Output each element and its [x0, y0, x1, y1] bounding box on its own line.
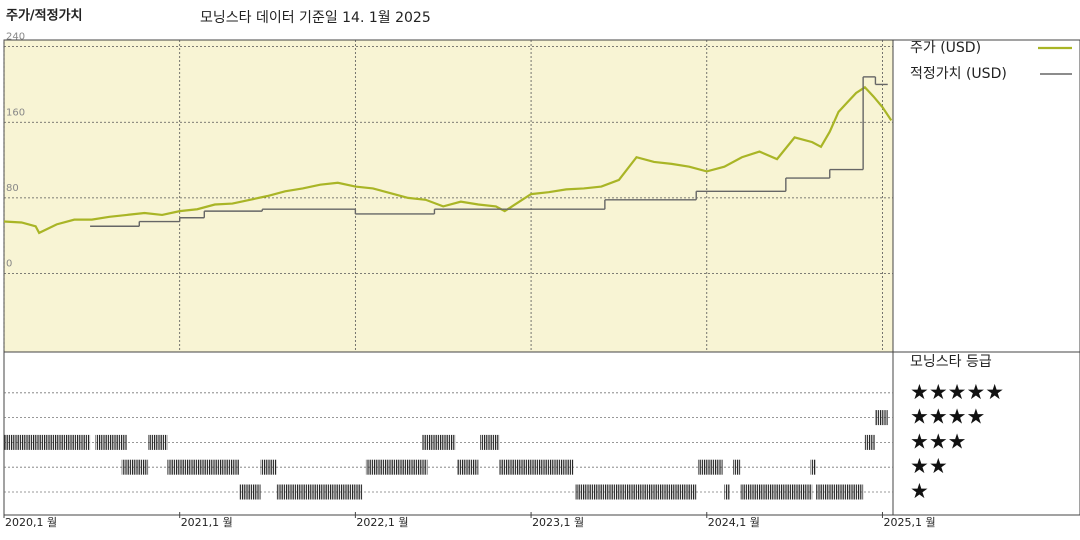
rating-label: ★: [910, 479, 929, 503]
rating-period: [810, 459, 816, 475]
y-tick-label: 0: [6, 259, 12, 270]
rating-label: ★★★★: [910, 405, 985, 429]
rating-period: [740, 484, 813, 500]
rating-period: [724, 484, 730, 500]
rating-period: [95, 434, 127, 450]
legend-label: 주가 (USD): [910, 40, 981, 56]
legend-label: 적정가치 (USD): [910, 66, 1007, 82]
rating-period: [499, 459, 574, 475]
rating-period: [697, 459, 723, 475]
rating-label: ★★★★★: [910, 380, 1004, 404]
rating-period: [239, 484, 261, 500]
rating-period: [864, 434, 876, 450]
rating-period: [875, 410, 888, 426]
rating-label: ★★: [910, 454, 948, 478]
x-tick-label: 2022,1 월: [356, 516, 408, 529]
y-tick-label: 240: [6, 32, 25, 43]
x-tick-label: 2021,1 월: [181, 516, 233, 529]
rating-period: [815, 484, 864, 500]
rating-period: [480, 434, 500, 450]
rating-period: [365, 459, 428, 475]
rating-title: 모닝스타 등급: [910, 354, 992, 370]
rating-period: [733, 459, 741, 475]
x-tick-label: 2023,1 월: [532, 516, 584, 529]
rating-period: [457, 459, 479, 475]
rating-period: [4, 434, 91, 450]
y-tick-label: 80: [6, 183, 19, 194]
rating-period: [148, 434, 168, 450]
rating-period: [422, 434, 456, 450]
rating-period: [167, 459, 240, 475]
rating-period: [121, 459, 149, 475]
price-line: [3, 85, 893, 235]
chart-subtitle: 모닝스타 데이터 기준일 14. 1월 2025: [200, 10, 431, 26]
rating-period: [260, 459, 277, 475]
y-tick-label: 160: [6, 107, 25, 118]
plot-bg: [4, 40, 893, 352]
x-tick-label: 2025,1 월: [883, 516, 935, 529]
rating-label: ★★★: [910, 429, 966, 453]
x-tick-label: 2024,1 월: [708, 516, 760, 529]
x-tick-label: 2020,1 월: [5, 516, 57, 529]
rating-period: [574, 484, 697, 500]
chart-title: 주가/적정가치: [6, 8, 83, 24]
rating-period: [276, 484, 363, 500]
